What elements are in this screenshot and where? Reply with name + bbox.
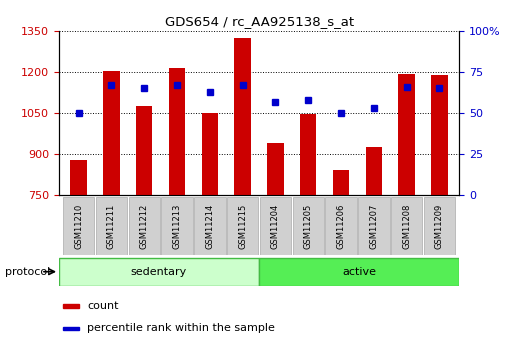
Bar	[136, 106, 152, 195]
Bar	[399, 74, 415, 195]
Bar	[431, 75, 448, 195]
FancyBboxPatch shape	[96, 197, 127, 255]
FancyBboxPatch shape	[292, 197, 324, 255]
FancyBboxPatch shape	[358, 197, 389, 255]
Text: GSM11209: GSM11209	[435, 203, 444, 249]
FancyBboxPatch shape	[194, 197, 226, 255]
Bar	[234, 38, 251, 195]
FancyBboxPatch shape	[63, 197, 94, 255]
Bar	[333, 169, 349, 195]
FancyBboxPatch shape	[129, 197, 160, 255]
Text: GSM11211: GSM11211	[107, 203, 116, 249]
Text: GSM11205: GSM11205	[304, 203, 313, 249]
Bar	[169, 68, 185, 195]
Bar	[63, 327, 79, 330]
FancyBboxPatch shape	[227, 197, 259, 255]
Text: GSM11208: GSM11208	[402, 203, 411, 249]
Title: GDS654 / rc_AA925138_s_at: GDS654 / rc_AA925138_s_at	[165, 16, 353, 29]
Bar	[103, 71, 120, 195]
FancyBboxPatch shape	[391, 197, 422, 255]
FancyBboxPatch shape	[59, 258, 259, 286]
Text: GSM11214: GSM11214	[205, 203, 214, 249]
Bar	[366, 147, 382, 195]
FancyBboxPatch shape	[424, 197, 455, 255]
Text: active: active	[342, 267, 376, 277]
Text: protocol: protocol	[5, 267, 50, 277]
FancyBboxPatch shape	[259, 258, 459, 286]
Text: GSM11212: GSM11212	[140, 203, 149, 249]
FancyBboxPatch shape	[325, 197, 357, 255]
FancyBboxPatch shape	[260, 197, 291, 255]
FancyBboxPatch shape	[161, 197, 193, 255]
Text: percentile rank within the sample: percentile rank within the sample	[87, 323, 275, 333]
Text: GSM11213: GSM11213	[172, 203, 182, 249]
Text: sedentary: sedentary	[131, 267, 187, 277]
Bar	[70, 160, 87, 195]
Text: GSM11204: GSM11204	[271, 203, 280, 249]
Bar	[202, 113, 218, 195]
Text: GSM11206: GSM11206	[337, 203, 346, 249]
Bar	[63, 304, 79, 308]
Text: GSM11210: GSM11210	[74, 203, 83, 249]
Text: GSM11215: GSM11215	[238, 203, 247, 249]
Text: GSM11207: GSM11207	[369, 203, 379, 249]
Text: count: count	[87, 301, 119, 311]
Bar	[300, 114, 317, 195]
Bar	[267, 143, 284, 195]
